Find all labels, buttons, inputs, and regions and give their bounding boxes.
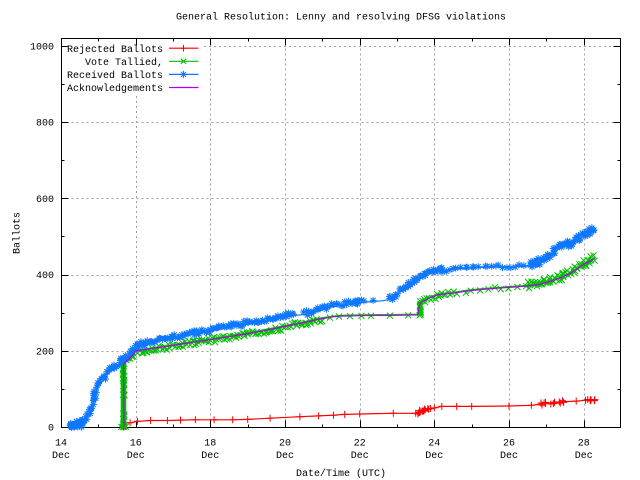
svg-text:400: 400 bbox=[36, 271, 54, 282]
svg-text:Dec: Dec bbox=[201, 451, 219, 462]
svg-text:Date/Time (UTC): Date/Time (UTC) bbox=[296, 468, 386, 480]
svg-text:18: 18 bbox=[204, 439, 216, 450]
svg-text:Dec: Dec bbox=[52, 451, 70, 462]
svg-text:28: 28 bbox=[578, 439, 590, 450]
svg-text:200: 200 bbox=[36, 347, 54, 358]
svg-text:Dec: Dec bbox=[276, 451, 294, 462]
svg-text:Dec: Dec bbox=[351, 451, 369, 462]
svg-text:Received Ballots: Received Ballots bbox=[67, 70, 163, 82]
svg-text:General Resolution: Lenny and: General Resolution: Lenny and resolving … bbox=[176, 11, 506, 23]
svg-text:20: 20 bbox=[279, 439, 291, 450]
svg-text:Rejected Ballots: Rejected Ballots bbox=[67, 44, 163, 56]
svg-text:Dec: Dec bbox=[500, 451, 518, 462]
svg-text:Dec: Dec bbox=[575, 451, 593, 462]
svg-text:Vote Tallied,: Vote Tallied, bbox=[85, 57, 163, 69]
svg-text:600: 600 bbox=[36, 195, 54, 206]
svg-text:800: 800 bbox=[36, 119, 54, 130]
svg-text:0: 0 bbox=[48, 424, 54, 435]
svg-text:26: 26 bbox=[503, 439, 515, 450]
svg-text:1000: 1000 bbox=[30, 42, 54, 53]
svg-text:Acknowledgements: Acknowledgements bbox=[67, 83, 163, 95]
svg-text:24: 24 bbox=[428, 439, 440, 450]
svg-text:16: 16 bbox=[130, 439, 142, 450]
svg-text:Ballots: Ballots bbox=[12, 212, 24, 254]
svg-text:22: 22 bbox=[354, 439, 366, 450]
svg-text:14: 14 bbox=[55, 439, 67, 450]
svg-text:Dec: Dec bbox=[127, 451, 145, 462]
svg-text:Dec: Dec bbox=[425, 451, 443, 462]
